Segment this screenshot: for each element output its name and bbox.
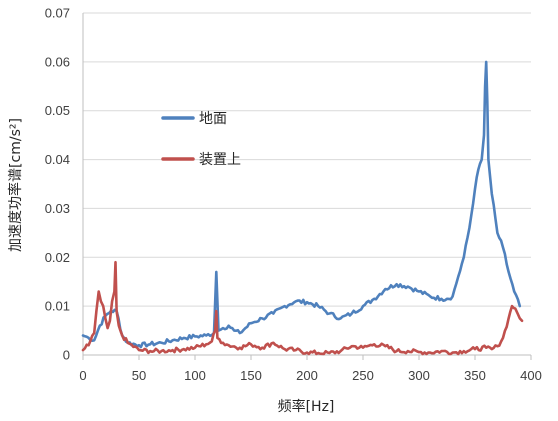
y-tick-label: 0.06 — [45, 54, 70, 69]
y-tick-label: 0.02 — [45, 250, 70, 265]
x-tick-label: 50 — [132, 368, 146, 383]
y-tick-label: 0.07 — [45, 6, 70, 21]
legend-label: 地面 — [199, 111, 227, 127]
y-axis-label: 加速度功率谱[cm/s²] — [7, 118, 24, 252]
x-tick-label: 300 — [408, 368, 430, 383]
series-lines — [81, 60, 524, 356]
y-tick-label: 0.04 — [45, 152, 70, 167]
gridlines — [83, 12, 531, 307]
legend-label: 装置上 — [199, 152, 241, 168]
y-tick-label: 0.01 — [45, 299, 70, 314]
x-tick-label: 100 — [184, 368, 206, 383]
x-tick-label: 350 — [464, 368, 486, 383]
x-tick-label: 0 — [79, 368, 86, 383]
x-tick-label: 400 — [520, 368, 542, 383]
y-tick-label: 0.03 — [45, 201, 70, 216]
series-line-2 — [81, 260, 524, 356]
x-tick-label: 150 — [240, 368, 262, 383]
x-tick-label: 200 — [296, 368, 318, 383]
axes — [82, 13, 532, 360]
x-tick-labels: 0 50 100 150 200 250 300 350 400 — [79, 368, 541, 383]
y-tick-labels: 0 0.01 0.02 0.03 0.04 0.05 0.06 0.07 — [45, 6, 70, 363]
x-tick-label: 250 — [352, 368, 374, 383]
y-tick-label: 0 — [63, 348, 70, 363]
series-line-1 — [81, 60, 522, 349]
y-tick-label: 0.05 — [45, 103, 70, 118]
x-axis-label: 频率[Hz] — [278, 398, 335, 415]
